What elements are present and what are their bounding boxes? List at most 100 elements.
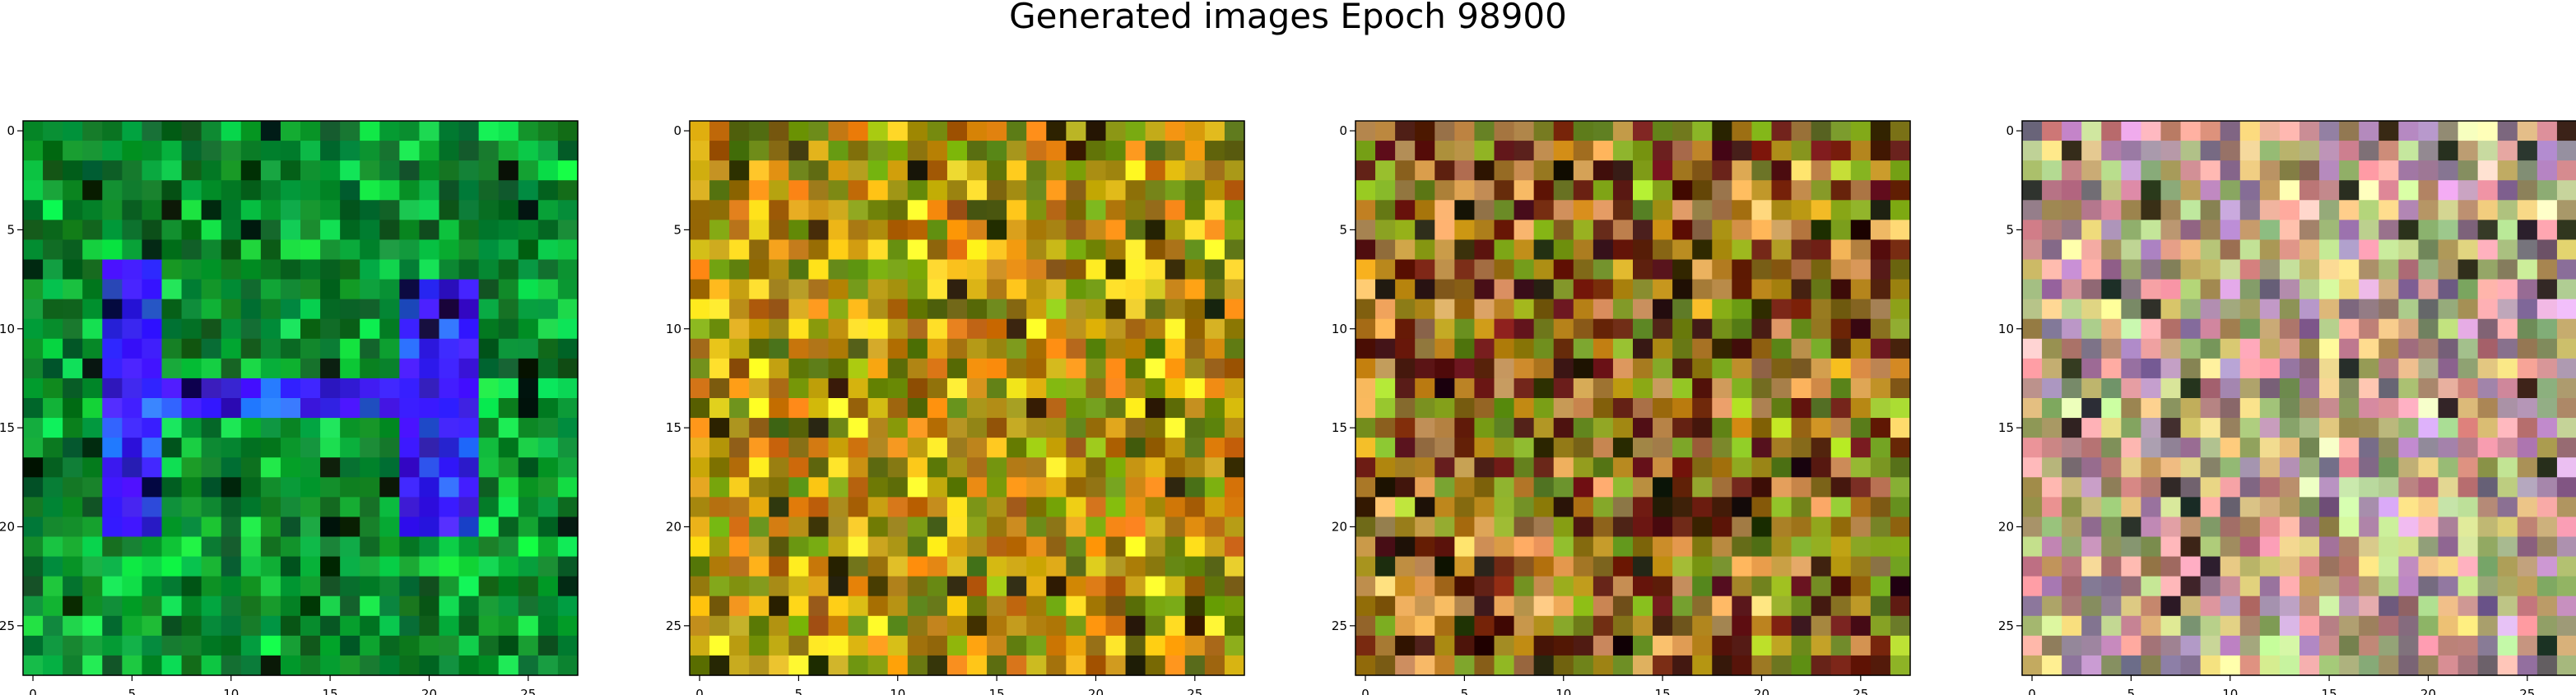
pixel-cell: [142, 457, 163, 478]
pixel-cell: [1751, 477, 1773, 498]
pixel-cell: [987, 576, 1007, 597]
pixel-cell: [1375, 141, 1396, 161]
pixel-cell: [142, 576, 163, 597]
pixel-cell: [1633, 200, 1653, 220]
pixel-cell: [1811, 160, 1832, 181]
pixel-cell: [967, 318, 988, 340]
pixel-cell: [1692, 576, 1713, 597]
pixel-cell: [2418, 220, 2439, 241]
pixel-cell: [848, 497, 869, 518]
pixel-cell: [478, 477, 500, 498]
pixel-cell: [1007, 418, 1027, 438]
pixel-cell: [1184, 655, 1206, 676]
pixel-cell: [1553, 497, 1574, 518]
pixel-cell: [280, 635, 301, 656]
pixel-cell: [2101, 457, 2122, 478]
pixel-cell: [1771, 338, 1793, 359]
pixel-cell: [1415, 418, 1435, 438]
pixel-cell: [2239, 279, 2261, 300]
pixel-cell: [142, 477, 163, 498]
pixel-cell: [2438, 200, 2459, 220]
pixel-cell: [498, 318, 519, 340]
pixel-cell: [2081, 299, 2102, 320]
pixel-cell: [2477, 259, 2499, 280]
pixel-cell: [2517, 398, 2538, 419]
pixel-cell: [2239, 418, 2261, 438]
pixel-cell: [1751, 615, 1773, 637]
pixel-cell: [280, 338, 301, 359]
pixel-cell: [161, 438, 183, 458]
pixel-cell: [2398, 279, 2420, 300]
pixel-cell: [518, 121, 539, 141]
pixel-cell: [1046, 418, 1067, 438]
pixel-cell: [1204, 457, 1225, 478]
pixel-cell: [161, 517, 183, 538]
pixel-cell: [1850, 200, 1872, 220]
pixel-cell: [43, 160, 63, 181]
pixel-cell: [2398, 121, 2420, 141]
pixel-cell: [43, 576, 63, 597]
pixel-cell: [848, 318, 869, 340]
pixel-cell: [967, 141, 988, 161]
pixel-cell: [1653, 418, 1673, 438]
pixel-cell: [1593, 635, 1614, 656]
pixel-cell: [2160, 457, 2182, 478]
pixel-cell: [1553, 655, 1574, 676]
pixel-cell: [2378, 556, 2399, 577]
pixel-cell: [2497, 180, 2518, 201]
pixel-cell: [887, 438, 909, 458]
pixel-cell: [2517, 160, 2538, 181]
pixel-cell: [1494, 517, 1515, 538]
pixel-cell: [1890, 259, 1911, 280]
pixel-cell: [709, 615, 730, 637]
pixel-cell: [828, 279, 849, 300]
pixel-cell: [557, 160, 579, 181]
pixel-cell: [379, 517, 400, 538]
pixel-cell: [1751, 418, 1773, 438]
pixel-cell: [1732, 536, 1753, 558]
pixel-cell: [1434, 141, 1455, 161]
pixel-cell: [1732, 279, 1753, 300]
pixel-cell: [557, 141, 579, 161]
pixel-cell: [1026, 556, 1047, 577]
pixel-cell: [769, 141, 789, 161]
pixel-cell: [2378, 536, 2399, 558]
pixel-cell: [2418, 536, 2439, 558]
pixel-cell: [2477, 497, 2499, 518]
pixel-cell: [2239, 338, 2261, 359]
pixel-cell: [360, 457, 380, 478]
pixel-cell: [360, 378, 380, 399]
pixel-cell: [1890, 477, 1911, 498]
pixel-cell: [769, 220, 789, 241]
pixel-cell: [769, 200, 789, 220]
pixel-cell: [1870, 239, 1891, 261]
pixel-cell: [1066, 239, 1087, 261]
pixel-cell: [1573, 655, 1594, 676]
pixel-cell: [1224, 576, 1245, 597]
pixel-cell: [201, 121, 222, 141]
pixel-cell: [1434, 239, 1455, 261]
pixel-cell: [1653, 121, 1673, 141]
pixel-cell: [1811, 200, 1832, 220]
pixel-cell: [2022, 299, 2043, 320]
pixel-cell: [1415, 457, 1435, 478]
pixel-cell: [419, 141, 440, 161]
pixel-cell: [1692, 220, 1713, 241]
pixel-cell: [2042, 398, 2062, 419]
pixel-cell: [1612, 438, 1634, 458]
pixel-cell: [379, 477, 400, 498]
pixel-cell: [63, 259, 83, 280]
pixel-cell: [1125, 279, 1146, 300]
pixel-cell: [808, 398, 830, 419]
pixel-cell: [1870, 635, 1891, 656]
pixel-cell: [709, 338, 730, 359]
pixel-cell: [1494, 398, 1515, 419]
pixel-cell: [300, 160, 321, 181]
pixel-cell: [181, 576, 202, 597]
pixel-cell: [102, 556, 123, 577]
pixel-cell: [2339, 615, 2360, 637]
pixel-cell: [1850, 259, 1872, 280]
pixel-cell: [1514, 615, 1535, 637]
pixel-cell: [749, 200, 770, 220]
pixel-cell: [2339, 220, 2360, 241]
